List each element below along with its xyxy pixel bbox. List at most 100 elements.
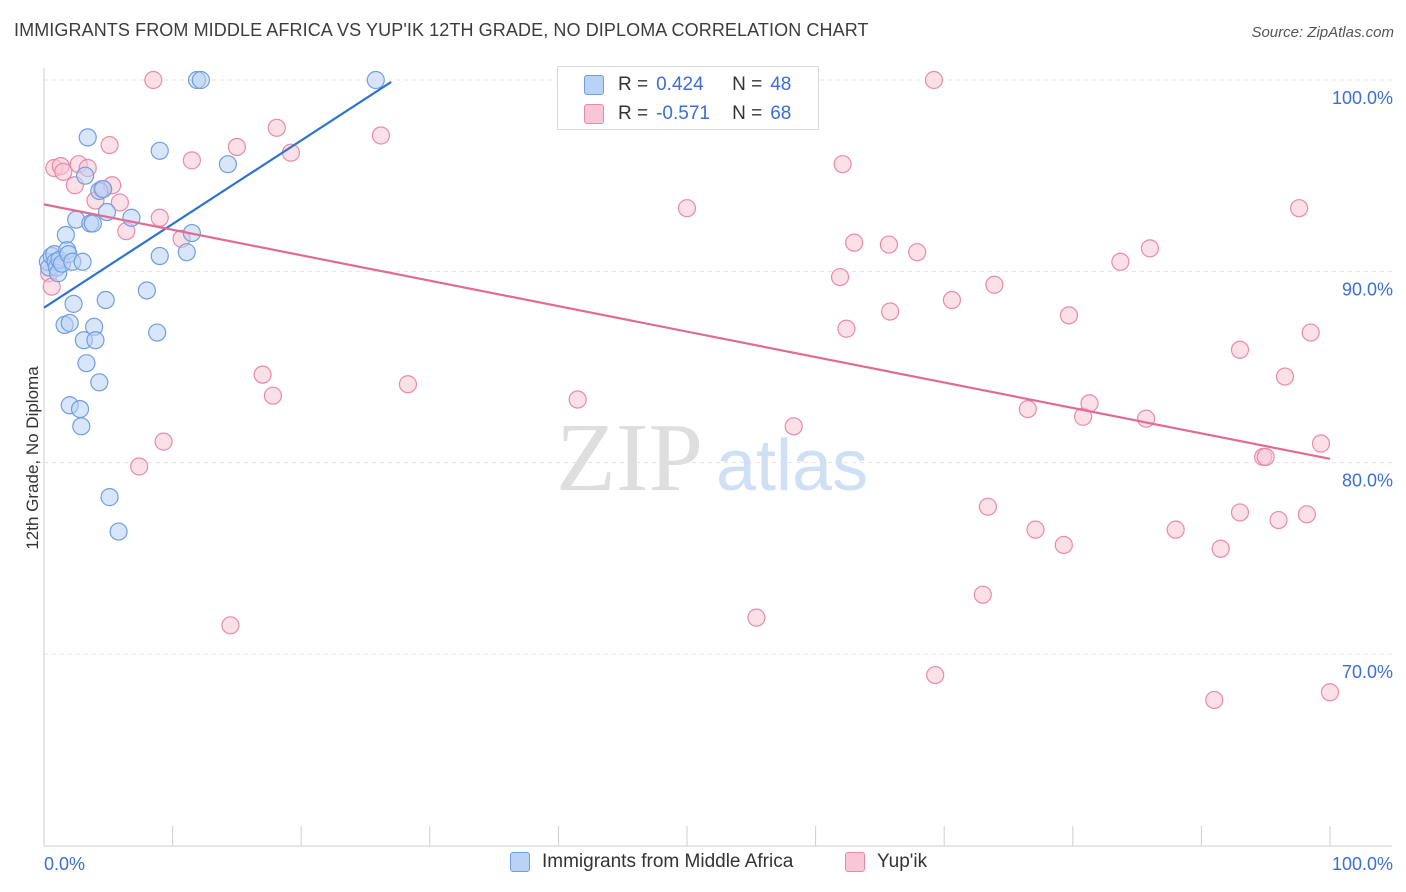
yupik-point [1018,399,1037,419]
middle-africa-point [73,252,92,271]
yupik-point [1297,505,1316,524]
yupik-point [100,135,119,155]
yupik-point [973,585,992,604]
yupik-point [54,162,73,181]
yupik-point [879,235,899,254]
middle-africa-point [100,488,119,507]
yupik-point [908,243,927,262]
yupik-point [837,319,856,338]
legend-swatch-blue [510,852,530,872]
yupik-point [1211,539,1230,558]
yupik-point [1230,503,1250,522]
yupik-point [568,390,587,409]
legend-label-yupik: Yup'ik [877,851,928,872]
yupik-point [263,386,283,405]
middle-africa-point [64,294,83,313]
y-axis-label: 12th Grade, No Diploma [23,366,42,550]
yupik-point [985,275,1004,294]
tick-labels: 70.0% 80.0% 90.0% 100.0% 0.0% 100.0% [44,88,1393,874]
legend-item-middle-africa: Immigrants from Middle Africa [510,851,793,873]
yupik-point [1269,510,1288,530]
legend-item-yupik: Yup'ik [845,851,927,873]
yupik-point [130,457,149,476]
yupik-point [1140,239,1160,258]
middle-africa-point [148,323,167,342]
yupik-trend-line [43,203,1331,460]
yupik-point [1290,199,1309,218]
middle-africa-point [150,141,169,160]
yupik-point [677,199,697,218]
middle-africa-point [109,522,128,541]
yupik-point [1059,306,1079,325]
trend-lines [43,80,1331,460]
yupik-point [1275,367,1295,386]
yupik-point [978,497,998,516]
x-tick-label-min: 0.0% [44,854,85,874]
middle-africa-point [56,225,75,245]
y-tick-label: 80.0% [1342,471,1393,491]
yupik-point [1256,447,1275,467]
blue-r-value: 0.424 [656,74,704,95]
yupik-point [845,233,864,252]
yupik-point [1205,690,1224,710]
middle-africa-point [366,70,385,90]
pink-swatch [584,104,604,124]
y-tick-label: 90.0% [1342,279,1393,299]
yupik-point [926,665,945,685]
middle-africa-trend-line [43,80,392,309]
stats-row-pink: R = -0.571 N = 68 [558,99,791,129]
y-tick-label: 70.0% [1342,662,1393,682]
yupik-point [924,70,944,90]
middle-africa-point [191,70,210,90]
middle-africa-point [72,417,91,436]
yupik-point [1111,252,1130,271]
middle-africa-point [90,373,109,392]
stats-row-blue: R = 0.424 N = 48 [558,70,791,100]
middle-africa-point [137,281,156,300]
middle-africa-point [177,243,196,262]
yupik-point [1166,520,1185,539]
watermark-zip: ZIP [556,404,703,512]
blue-swatch [584,75,604,95]
stats-legend: R = 0.424 N = 48 R = -0.571 N = 68 [557,66,819,130]
watermark: ZIP atlas [556,404,868,512]
middle-africa-point [150,246,169,266]
yupik-point [253,365,272,384]
yupik-point [881,302,900,321]
chart-title: IMMIGRANTS FROM MIDDLE AFRICA VS YUP'IK … [14,20,869,40]
yupik-point [747,608,766,627]
legend-swatch-pink [845,852,865,872]
yupik-point [267,118,286,137]
middle-africa-point [94,179,113,199]
yupik-point [398,375,418,394]
bottom-legend: Immigrants from Middle Africa Yup'ik [0,851,1406,879]
n-label: N = [732,103,763,124]
watermark-atlas: atlas [716,426,868,506]
yupik-point [784,417,803,436]
middle-africa-point [83,214,102,233]
yupik-point [1230,340,1250,359]
yupik-point [1320,683,1340,702]
yupik-point [1026,520,1045,539]
yupik-point [150,208,169,227]
yupik-point [221,616,240,635]
yupik-point [371,126,391,145]
yupik-point [1054,535,1073,555]
middle-africa-point [77,354,96,373]
yupik-point [942,290,962,310]
middle-africa-point [78,128,97,147]
middle-africa-points [38,70,385,541]
yupik-point [144,70,163,90]
r-label: R = [618,74,649,95]
grid-lines [44,79,1392,655]
yupik-point [833,155,852,174]
yupik-point [110,193,129,212]
yupik-point [182,151,201,170]
yupik-point [1301,323,1320,342]
middle-africa-point [70,399,90,419]
yupik-point [830,267,850,287]
n-label: N = [732,74,763,95]
middle-africa-point [218,155,237,174]
legend-label-middle-africa: Immigrants from Middle Africa [542,851,794,872]
